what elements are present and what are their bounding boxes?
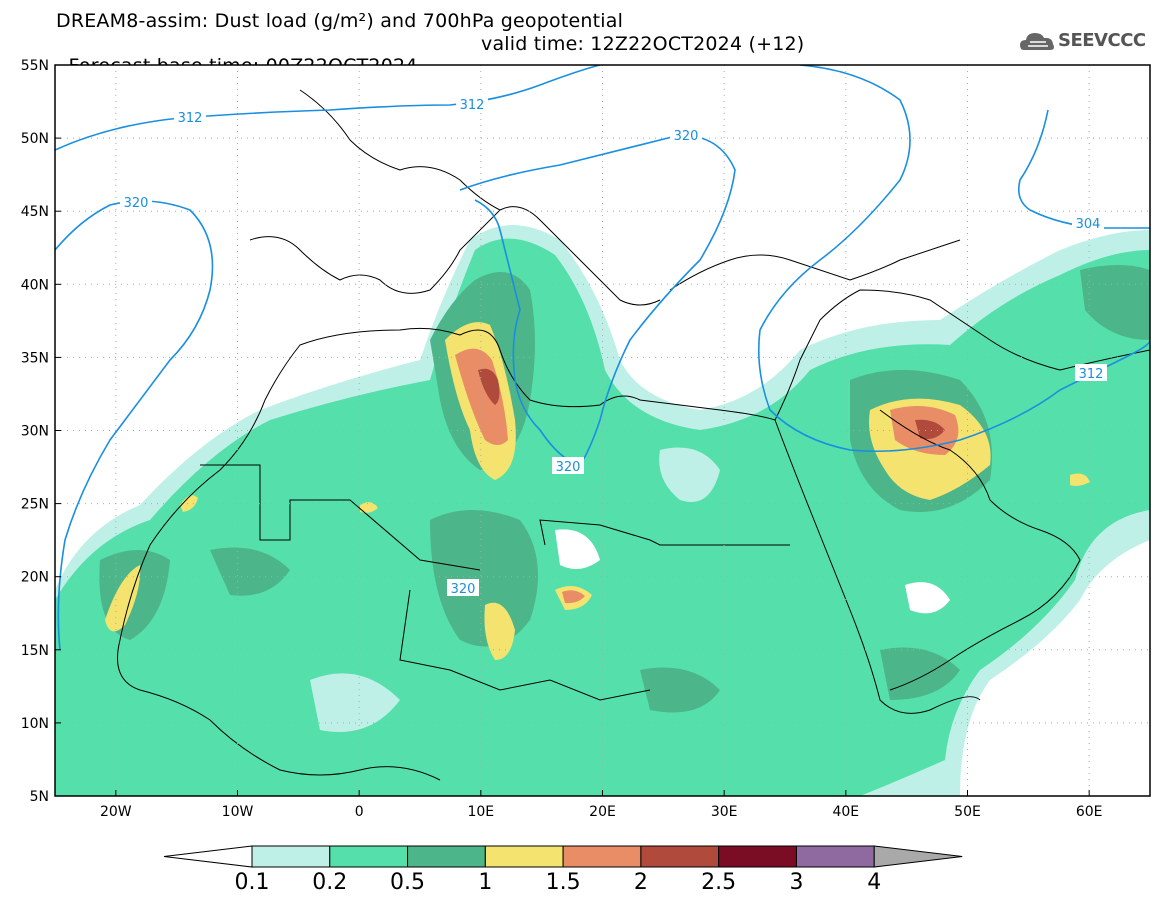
colorbar-label: 4: [867, 870, 882, 895]
colorbar-swatch: [718, 845, 797, 868]
geopotential-contours: [55, 65, 1150, 651]
colorbar-swatch: [562, 845, 642, 868]
lat-tick-label: 5N: [30, 789, 49, 805]
contour-label: 320: [556, 460, 581, 475]
logo-text: SEEVCCC: [1058, 30, 1146, 51]
lon-tick-label: 20W: [100, 804, 132, 820]
coastlines: [117, 89, 1150, 781]
lon-tick-label: 20E: [589, 804, 616, 820]
lon-tick-label: 60E: [1076, 804, 1103, 820]
lat-tick-label: 30N: [21, 424, 49, 440]
latitude-axis: 55N 50N 45N 40N 35N 30N 25N 20N 15N 10N 5N: [21, 58, 61, 805]
contour-label-bg: [552, 457, 584, 474]
contour-label: 312: [460, 98, 485, 113]
lat-tick-label: 40N: [21, 277, 49, 293]
cloud-logo-icon: [1020, 33, 1054, 50]
gridlines: [55, 65, 1150, 796]
lat-tick-label: 45N: [21, 204, 49, 220]
contour-label-bg: [456, 95, 488, 112]
colorbar-swatch: [329, 845, 409, 868]
lat-tick-label: 35N: [21, 350, 49, 366]
lon-tick-label: 50E: [954, 804, 981, 820]
map-title: DREAM8-assim: Dust load (g/m²) and 700hP…: [56, 10, 624, 32]
lat-tick-label: 20N: [21, 570, 49, 586]
lon-tick-label: 0: [355, 804, 364, 820]
lat-tick-label: 15N: [21, 643, 49, 659]
contour-label-bg: [1075, 364, 1107, 381]
contour-label: 312: [178, 111, 203, 126]
contour-label: 320: [451, 582, 476, 597]
colorbar-min-arrow: [163, 845, 253, 868]
contour-label-bg: [670, 126, 702, 143]
lat-tick-label: 10N: [21, 716, 49, 732]
valid-time: valid time: 12Z22OCT2024 (+12): [481, 33, 805, 55]
colorbar-swatch: [795, 845, 875, 868]
contour-label: 312: [1079, 367, 1104, 382]
colorbar-label: 1.5: [545, 870, 581, 895]
lon-tick-label: 40E: [832, 804, 859, 820]
colorbar-swatch: [251, 845, 331, 868]
colorbar-max-arrow: [873, 845, 963, 868]
contour-labels: 312 312 320 320 320 320 304 312: [120, 95, 1107, 597]
colorbar-label: 2: [633, 870, 648, 895]
lat-tick-label: 50N: [21, 131, 49, 147]
contour-label: 320: [674, 129, 699, 144]
lon-tick-label: 10W: [222, 804, 254, 820]
lon-tick-label: 30E: [711, 804, 738, 820]
contour-label-bg: [1072, 214, 1104, 231]
colorbar-label: 0.1: [234, 870, 270, 895]
colorbar-swatch: [640, 845, 720, 868]
colorbar-label: 2.5: [701, 870, 737, 895]
longitude-axis: 20W 10W 0 10E 20E 30E 40E 50E 60E: [100, 790, 1103, 820]
colorbar-label: 1: [478, 870, 493, 895]
lat-tick-label: 55N: [21, 58, 49, 74]
colorbar-label: 3: [789, 870, 804, 895]
colorbar-swatch: [484, 845, 564, 868]
colorbar: [163, 845, 963, 868]
contour-label-bg: [447, 579, 479, 596]
contour-label: 320: [124, 196, 149, 211]
colorbar-label: 0.5: [390, 870, 426, 895]
lat-tick-label: 25N: [21, 497, 49, 513]
contour-label-bg: [120, 193, 152, 210]
dust-fields: [55, 225, 1150, 796]
colorbar-swatch: [407, 845, 486, 868]
colorbar-label: 0.2: [312, 870, 348, 895]
lon-tick-label: 10E: [467, 804, 494, 820]
contour-label: 304: [1076, 217, 1101, 232]
contour-label-bg: [174, 108, 206, 125]
